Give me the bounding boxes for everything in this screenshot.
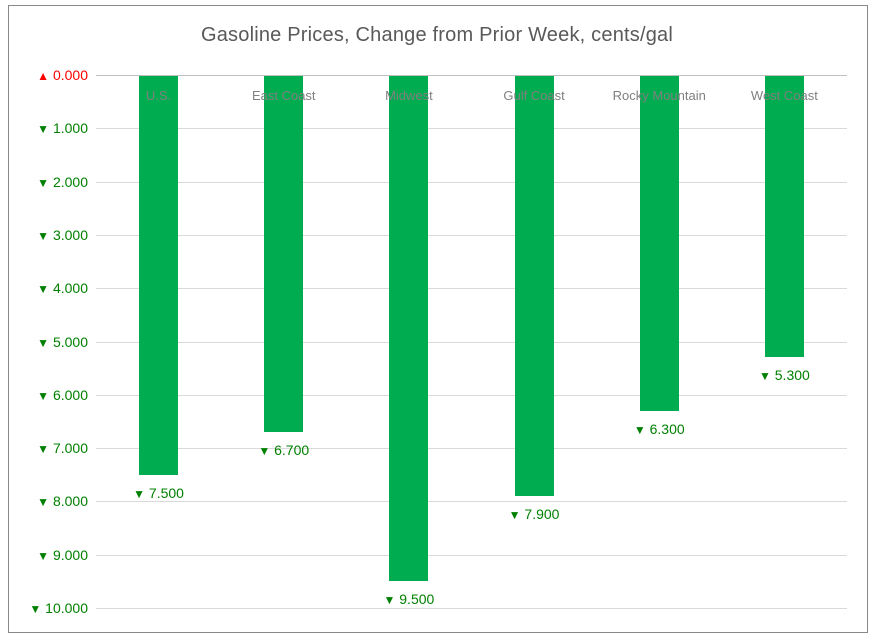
- down-triangle-icon: ▼: [37, 388, 50, 403]
- category-label: East Coast: [251, 88, 316, 103]
- data-label: ▼ 6.300: [633, 420, 685, 437]
- data-label: ▼ 5.300: [758, 367, 810, 384]
- down-triangle-icon: ▼: [383, 593, 396, 608]
- down-triangle-icon: ▼: [37, 442, 50, 457]
- down-triangle-icon: ▼: [133, 486, 146, 501]
- gridline: [96, 288, 847, 290]
- data-label: ▼ 9.500: [383, 591, 435, 608]
- down-triangle-icon: ▼: [758, 369, 771, 384]
- down-triangle-icon: ▼: [258, 444, 271, 459]
- y-axis-tick-label: ▼ 10.000: [29, 600, 88, 616]
- category-label: West Coast: [750, 88, 818, 103]
- category-label: U.S.: [145, 88, 172, 103]
- chart-title: Gasoline Prices, Change from Prior Week,…: [200, 24, 674, 46]
- data-label: ▼ 6.700: [258, 442, 310, 459]
- up-triangle-icon: ▲: [37, 69, 50, 83]
- gridline: [96, 608, 847, 609]
- down-triangle-icon: ▼: [37, 282, 50, 297]
- data-label: ▼ 7.900: [508, 506, 560, 523]
- y-axis-tick-label: ▼ 3.000: [37, 226, 88, 243]
- gridline: [96, 554, 847, 556]
- category-label: Rocky Mountain: [612, 88, 706, 103]
- down-triangle-icon: ▼: [37, 495, 50, 510]
- bar-rocky-mountain: [639, 76, 679, 411]
- category-label: Gulf Coast: [503, 88, 565, 103]
- data-label: ▼ 7.500: [133, 484, 184, 501]
- down-triangle-icon: ▼: [37, 175, 50, 190]
- y-axis-tick-label: ▼ 5.000: [37, 333, 88, 350]
- down-triangle-icon: ▼: [37, 335, 50, 350]
- y-axis-tick-label: ▼ 9.000: [37, 546, 88, 563]
- down-triangle-icon: ▼: [37, 122, 50, 137]
- down-triangle-icon: ▼: [633, 422, 646, 437]
- bar-east-coast: [264, 76, 304, 433]
- gridline: [96, 128, 847, 130]
- y-axis-tick-label: ▼ 1.000: [37, 120, 88, 137]
- gridline: [96, 501, 847, 503]
- bar-gulf-coast: [514, 76, 554, 497]
- y-axis-tick-label: ▼ 6.000: [37, 386, 88, 403]
- y-axis-tick-label: ▼ 8.000: [37, 493, 88, 510]
- bar-midwest: [389, 76, 429, 582]
- y-axis-tick-label: ▼ 7.000: [37, 440, 88, 457]
- down-triangle-icon: ▼: [29, 602, 42, 616]
- down-triangle-icon: ▼: [37, 548, 50, 563]
- gridline: [96, 341, 847, 343]
- y-axis-tick-label: ▼ 4.000: [37, 280, 88, 297]
- bar-west-coast: [764, 76, 804, 358]
- category-label: Midwest: [385, 88, 433, 103]
- down-triangle-icon: ▼: [37, 228, 50, 243]
- gridline: [96, 181, 847, 183]
- gridline: [96, 394, 847, 396]
- bar-u-s: [139, 76, 179, 475]
- gridline: [96, 234, 847, 236]
- y-axis-tick-label: ▲ 0.000: [37, 67, 88, 83]
- y-axis-tick-label: ▼ 2.000: [37, 173, 88, 190]
- gridline: [96, 448, 847, 450]
- zero-axis-line: [96, 75, 847, 76]
- down-triangle-icon: ▼: [508, 508, 521, 523]
